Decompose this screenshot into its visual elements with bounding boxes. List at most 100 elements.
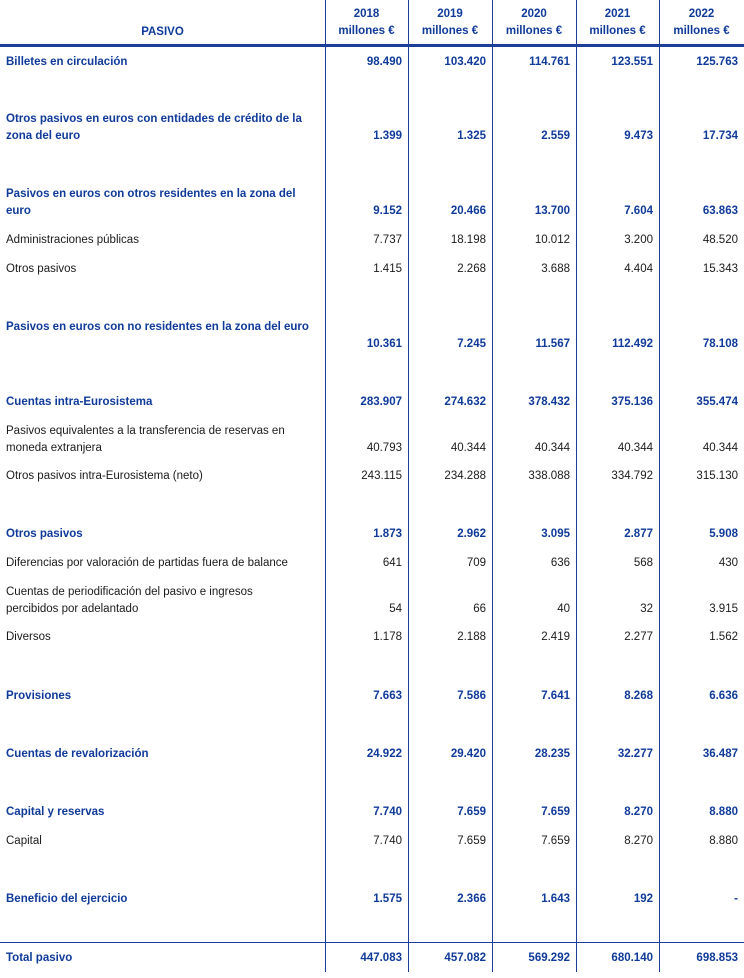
value-cell-2021: 2.277 (624, 631, 653, 643)
value-cell-2018: 641 (382, 557, 402, 569)
value-cell-2022: 8.880 (709, 806, 738, 818)
value-cell-2020: 3.688 (541, 263, 570, 275)
value-cell-2018: 24.922 (366, 748, 402, 760)
value-cell-2021: 8.268 (624, 690, 653, 702)
value-cell-2018: 54 (389, 603, 402, 615)
row-label: Provisiones (6, 690, 72, 702)
row-label: Pasivos en euros con no residentes en la… (6, 321, 309, 333)
unit-label: millones € (505, 25, 563, 37)
value-cell-2020: 40 (557, 603, 570, 615)
table-row: Total pasivo 447.083 457.082 569.292 680.140… (0, 950, 744, 967)
value-cell-2020: 338.088 (528, 470, 570, 482)
year-label: 2018 (353, 8, 380, 20)
row-label: Administraciones públicas (6, 234, 139, 246)
value-cell-2020: 2.559 (541, 130, 570, 142)
value-cell-2022: 40.344 (702, 442, 738, 454)
table-row: Beneficio del ejercicio 1.575 2.366 1.643 19… (0, 891, 744, 908)
year-label: 2022 (688, 8, 715, 20)
value-cell-2021: 3.200 (624, 234, 653, 246)
value-cell-2020: 10.012 (534, 234, 570, 246)
value-cell-2019: 20.466 (450, 205, 486, 217)
column-divider (576, 0, 577, 972)
row-label: Pasivos equivalentes a la transferencia … (6, 425, 285, 454)
value-cell-2020: 11.567 (535, 338, 570, 350)
value-cell-2022: 17.734 (702, 130, 738, 142)
value-cell-2021: 32.277 (617, 748, 653, 760)
value-cell-2019: 2.962 (457, 528, 486, 540)
value-cell-2018: 7.740 (373, 806, 402, 818)
value-cell-2018: 40.793 (366, 442, 402, 454)
value-cell-2020: 40.344 (534, 442, 570, 454)
value-cell-2021: 680.140 (611, 952, 653, 964)
table-row: Cuentas intra-Eurosistema 283.907 274.632 3… (0, 394, 744, 411)
table-row: Provisiones 7.663 7.586 7.641 8.268 6.636 (0, 688, 744, 705)
value-cell-2018: 1.399 (373, 130, 402, 142)
header-pasivo: PASIVO (141, 26, 184, 38)
value-cell-2018: 1.415 (373, 263, 402, 275)
value-cell-2022: 3.915 (709, 603, 738, 615)
table-row: Diferencias por valoración de partidas f… (0, 555, 744, 572)
value-cell-2019: 7.586 (457, 690, 486, 702)
value-cell-2018: 98.490 (366, 56, 402, 68)
value-cell-2019: 7.245 (457, 338, 486, 350)
value-cell-2020: 2.419 (541, 631, 570, 643)
value-cell-2021: 2.877 (624, 528, 653, 540)
value-cell-2021: 375.136 (611, 396, 653, 408)
value-cell-2018: 10.361 (366, 338, 402, 350)
value-cell-2022: 15.343 (702, 263, 738, 275)
value-cell-2022: 63.863 (702, 205, 738, 217)
table-row: Cuentas de periodificación del pasivo e … (0, 584, 744, 618)
value-cell-2021: 40.344 (617, 442, 653, 454)
value-cell-2019: 29.420 (450, 748, 486, 760)
header-year-2018: 2018 millones € (325, 6, 408, 40)
value-cell-2022: 315.130 (696, 470, 738, 482)
row-label: Otros pasivos (6, 528, 83, 540)
value-cell-2018: 283.907 (360, 396, 402, 408)
table-row: Pasivos en euros con no residentes en la… (0, 319, 744, 353)
column-divider (659, 0, 660, 972)
value-cell-2019: 7.659 (457, 806, 486, 818)
column-divider (408, 0, 409, 972)
year-label: 2019 (437, 8, 463, 20)
value-cell-2020: 7.659 (541, 806, 570, 818)
value-cell-2018: 447.083 (360, 952, 402, 964)
value-cell-2019: 7.659 (457, 835, 486, 847)
value-cell-2019: 457.082 (444, 952, 486, 964)
row-label: Capital y reservas (6, 806, 105, 818)
value-cell-2019: 103.420 (444, 56, 486, 68)
table-row: Administraciones públicas 7.737 18.198 10.0… (0, 232, 744, 249)
header-rule (0, 44, 744, 47)
value-cell-2019: 274.632 (444, 396, 486, 408)
value-cell-2020: 3.095 (541, 528, 570, 540)
table-row: Otros pasivos 1.415 2.268 3.688 4.404 15.343 (0, 261, 744, 278)
row-label: Otros pasivos en euros con entidades de … (6, 113, 302, 142)
value-cell-2021: 7.604 (624, 205, 653, 217)
unit-label: millones € (421, 25, 479, 37)
value-cell-2018: 7.737 (373, 234, 402, 246)
table-row: Pasivos en euros con otros residentes en… (0, 186, 744, 220)
row-label: Otros pasivos intra-Eurosistema (neto) (6, 470, 203, 482)
value-cell-2020: 569.292 (528, 952, 570, 964)
value-cell-2022: 698.853 (696, 952, 738, 964)
value-cell-2022: 430 (718, 557, 738, 569)
value-cell-2019: 66 (473, 603, 486, 615)
header-year-2022: 2022 millones € (659, 6, 744, 40)
value-cell-2018: 1.575 (373, 893, 402, 905)
value-cell-2022: 48.520 (702, 234, 738, 246)
value-cell-2021: 32 (640, 603, 653, 615)
value-cell-2020: 636 (550, 557, 570, 569)
row-label: Diferencias por valoración de partidas f… (6, 557, 288, 569)
table-row: Pasivos equivalentes a la transferencia … (0, 423, 744, 457)
value-cell-2018: 7.740 (373, 835, 402, 847)
value-cell-2018: 9.152 (373, 205, 402, 217)
column-divider (492, 0, 493, 972)
unit-label: millones € (589, 25, 646, 37)
value-cell-2022: 125.763 (696, 56, 738, 68)
table-row: Diversos 1.178 2.188 2.419 2.277 1.562 (0, 629, 744, 646)
header-year-2019: 2019 millones € (408, 6, 492, 40)
row-label: Pasivos en euros con otros residentes en… (6, 188, 296, 217)
value-cell-2022: - (734, 893, 738, 905)
value-cell-2020: 114.761 (529, 56, 570, 68)
value-cell-2019: 1.325 (457, 130, 486, 142)
value-cell-2020: 1.643 (541, 893, 570, 905)
